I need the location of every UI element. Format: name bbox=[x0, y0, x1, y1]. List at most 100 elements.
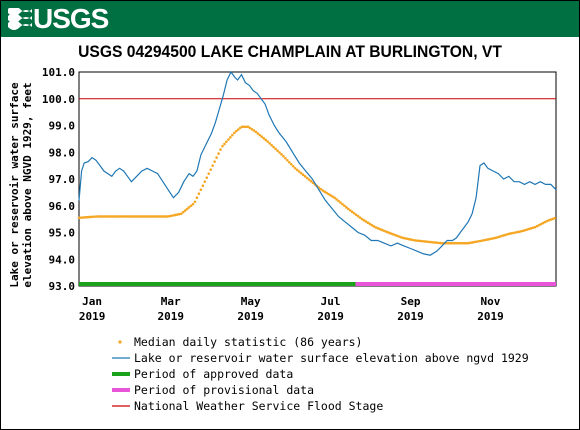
median-point bbox=[425, 240, 429, 243]
median-point bbox=[549, 218, 553, 221]
median-point bbox=[461, 241, 464, 245]
approved-period-bar bbox=[79, 282, 356, 286]
median-point bbox=[525, 228, 529, 231]
median-point bbox=[115, 215, 118, 218]
median-point bbox=[346, 207, 350, 211]
median-point bbox=[109, 215, 112, 218]
median-point bbox=[521, 229, 525, 233]
median-point bbox=[514, 231, 517, 234]
median-point bbox=[99, 215, 102, 218]
median-point bbox=[523, 228, 527, 232]
median-point bbox=[480, 239, 484, 242]
median-point bbox=[293, 167, 297, 170]
median-point bbox=[431, 240, 435, 244]
median-point bbox=[252, 129, 256, 132]
median-point bbox=[415, 239, 419, 242]
median-point bbox=[250, 127, 254, 131]
median-point bbox=[464, 241, 468, 245]
y-tick-label: 99.0 bbox=[49, 120, 76, 133]
median-point bbox=[362, 219, 366, 222]
median-point bbox=[130, 215, 134, 218]
median-point bbox=[278, 151, 281, 154]
median-point bbox=[417, 239, 421, 243]
median-point bbox=[103, 215, 106, 218]
median-point bbox=[211, 164, 214, 167]
median-point bbox=[183, 209, 187, 212]
plot-area bbox=[77, 70, 557, 287]
provisional-period-bar bbox=[355, 282, 556, 286]
y-tick-label: 97.0 bbox=[49, 173, 76, 186]
median-point bbox=[551, 217, 555, 221]
median-point bbox=[535, 224, 539, 228]
median-point bbox=[439, 241, 442, 245]
legend-median-swatch bbox=[118, 340, 122, 344]
usgs-wave-logo-icon bbox=[8, 8, 32, 30]
median-point bbox=[254, 130, 258, 134]
median-point bbox=[345, 206, 348, 209]
median-point bbox=[122, 215, 126, 218]
x-tick-label: Jul bbox=[321, 295, 341, 308]
median-point bbox=[120, 215, 124, 218]
median-point bbox=[531, 226, 535, 230]
median-point bbox=[221, 144, 224, 148]
median-point bbox=[172, 214, 175, 217]
median-point bbox=[268, 142, 271, 145]
median-point bbox=[305, 176, 309, 180]
median-point bbox=[232, 131, 236, 135]
median-point bbox=[368, 222, 372, 226]
y-tick-label: 98.0 bbox=[49, 146, 76, 159]
median-point bbox=[107, 215, 110, 218]
median-point bbox=[199, 188, 203, 191]
median-point bbox=[504, 233, 507, 237]
median-point bbox=[411, 238, 415, 242]
x-tick-year-label: 2019 bbox=[157, 310, 184, 323]
median-point bbox=[519, 229, 523, 233]
median-point bbox=[83, 216, 87, 219]
median-point bbox=[400, 236, 403, 239]
median-point bbox=[462, 241, 466, 245]
median-point bbox=[402, 236, 405, 240]
median-point bbox=[451, 241, 454, 245]
median-point bbox=[482, 238, 486, 242]
median-point bbox=[77, 216, 81, 220]
median-point bbox=[358, 216, 362, 219]
median-point bbox=[177, 212, 181, 216]
y-axis-label-line-2: elevation above NGVD 1929, feet bbox=[21, 82, 34, 287]
median-point bbox=[476, 240, 480, 243]
median-point bbox=[533, 225, 537, 229]
median-point bbox=[529, 227, 533, 230]
median-point bbox=[174, 213, 177, 217]
median-point bbox=[457, 241, 460, 245]
median-point bbox=[150, 215, 154, 218]
median-point bbox=[187, 206, 191, 209]
legend-approved-swatch bbox=[112, 372, 130, 376]
y-axis-label-line-1: Lake or reservoir water surface bbox=[8, 82, 21, 288]
median-point bbox=[350, 210, 354, 214]
median-point bbox=[468, 241, 472, 245]
median-point bbox=[319, 187, 323, 191]
median-point bbox=[113, 215, 116, 218]
median-point bbox=[494, 236, 498, 240]
x-tick-label: May bbox=[241, 295, 261, 308]
median-point bbox=[490, 237, 494, 240]
plot-border bbox=[78, 71, 557, 287]
median-point bbox=[484, 238, 488, 242]
median-point bbox=[470, 241, 474, 244]
median-point bbox=[510, 232, 513, 235]
median-point bbox=[118, 215, 122, 218]
median-point bbox=[217, 152, 220, 155]
median-point bbox=[154, 215, 157, 218]
median-point bbox=[170, 214, 173, 218]
median-point bbox=[508, 232, 511, 236]
x-tick-year-label: 2019 bbox=[397, 310, 424, 323]
y-tick-label: 101.0 bbox=[42, 66, 75, 79]
median-point bbox=[197, 192, 201, 196]
median-point bbox=[405, 237, 409, 241]
median-point bbox=[258, 133, 262, 137]
median-point bbox=[388, 231, 391, 235]
median-point bbox=[429, 240, 433, 244]
median-point bbox=[244, 125, 248, 129]
median-point bbox=[321, 189, 325, 192]
median-point bbox=[189, 204, 193, 208]
median-point bbox=[366, 221, 370, 225]
